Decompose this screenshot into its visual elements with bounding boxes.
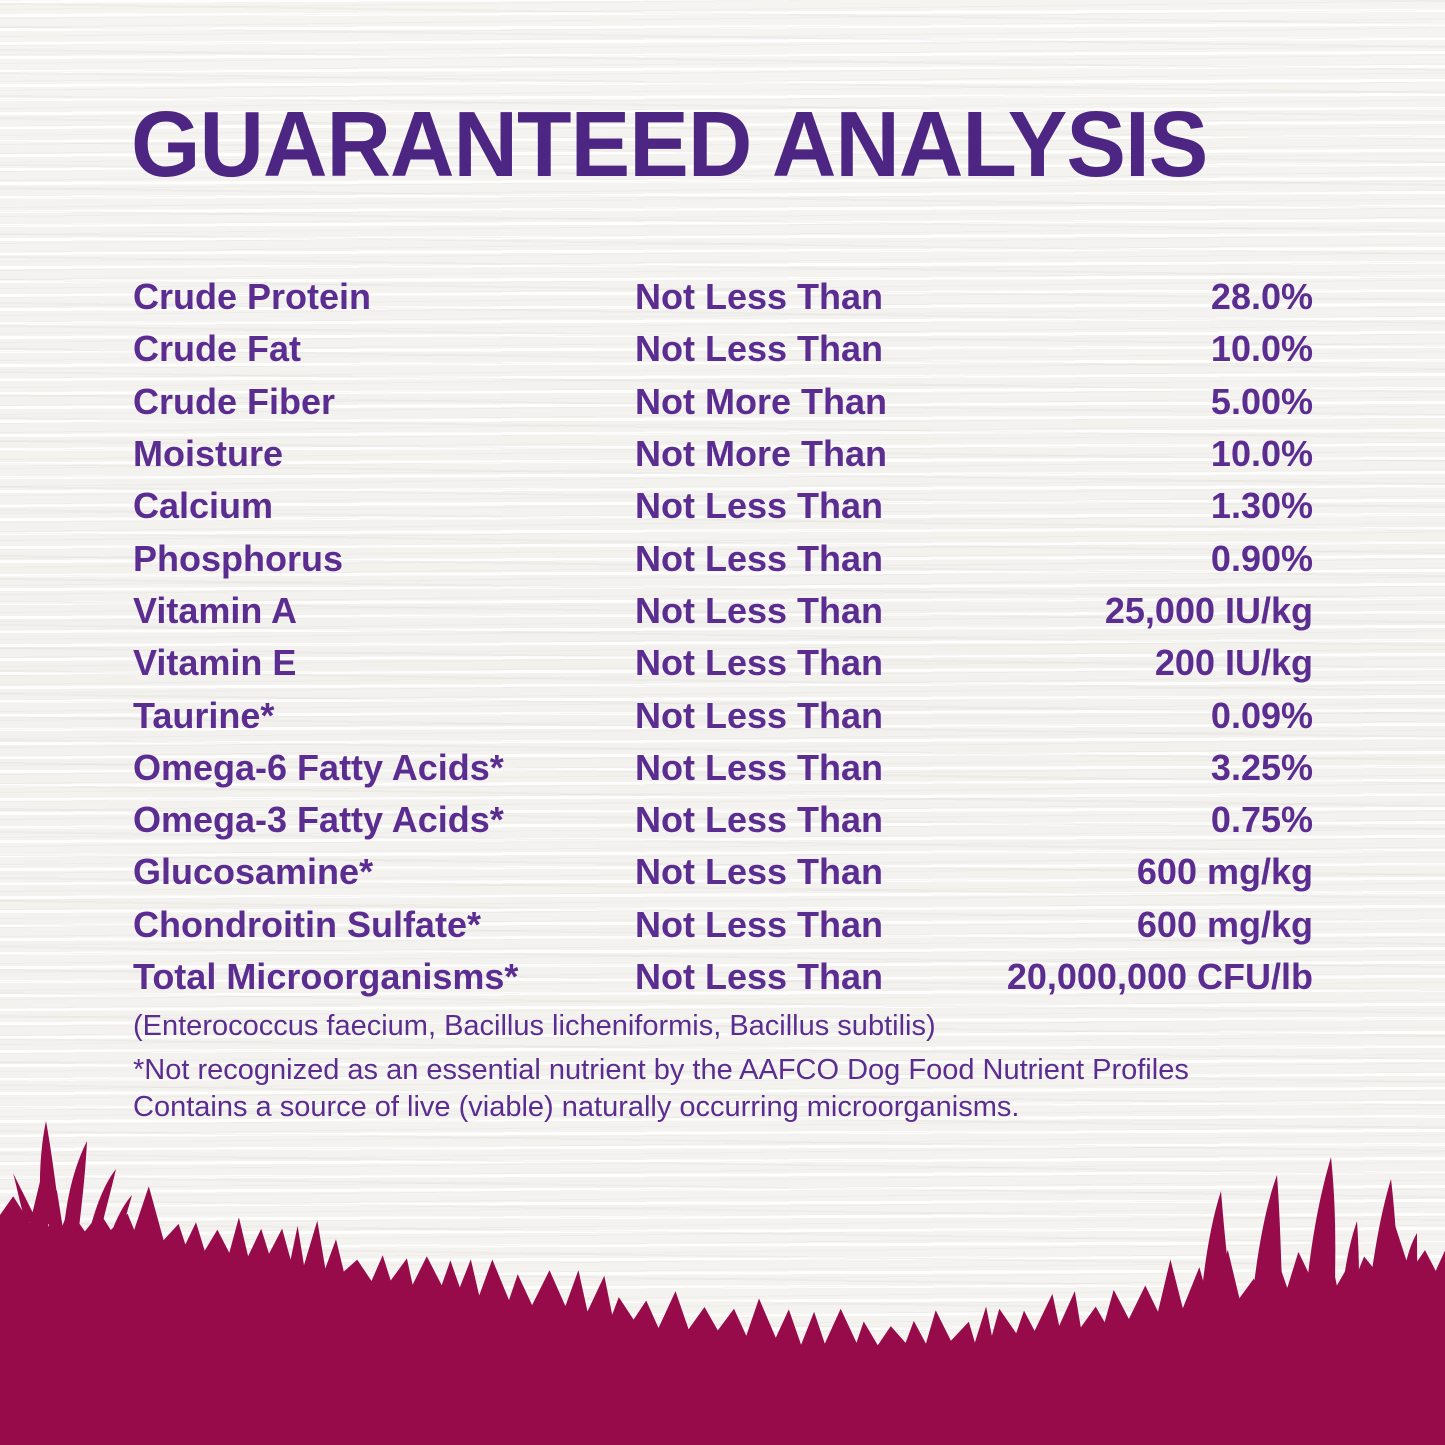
qualifier: Not More Than bbox=[635, 380, 887, 422]
analysis-row: Chondroitin Sulfate* Not Less Than 600 m… bbox=[133, 899, 1313, 951]
qualifier: Not Less Than bbox=[635, 328, 884, 370]
qualifier: Not Less Than bbox=[635, 589, 884, 631]
analysis-row: Vitamin A Not Less Than 25,000 IU/kg bbox=[133, 585, 1313, 637]
nutrient-value: 28.0% bbox=[1210, 276, 1313, 318]
nutrient-value: 20,000,000 CFU/lb bbox=[1006, 956, 1313, 997]
qualifier: Not Less Than bbox=[635, 537, 884, 579]
nutrient-value: 0.75% bbox=[1210, 799, 1313, 841]
nutrient-name: Crude Fiber bbox=[133, 380, 336, 422]
nutrient-value: 0.90% bbox=[1210, 537, 1313, 579]
analysis-row: Phosphorus Not Less Than 0.90% bbox=[133, 532, 1313, 584]
nutrient-name: Chondroitin Sulfate* bbox=[133, 903, 481, 945]
qualifier: Not Less Than bbox=[635, 851, 884, 893]
nutrient-name: Taurine* bbox=[133, 694, 275, 736]
nutrient-value: 600 mg/kg bbox=[1136, 903, 1313, 945]
analysis-row: Omega-3 Fatty Acids* Not Less Than 0.75% bbox=[133, 794, 1313, 846]
analysis-row: Crude Fat Not Less Than 10.0% bbox=[133, 323, 1313, 375]
nutrient-name: Crude Protein bbox=[133, 276, 372, 318]
qualifier: Not Less Than bbox=[635, 642, 884, 684]
grass-blade-icon bbox=[1342, 1221, 1359, 1291]
footnote-line-1: *Not recognized as an essential nutrient… bbox=[133, 1054, 1189, 1086]
grass-blade-icon bbox=[64, 1141, 87, 1229]
grass-blade-icon bbox=[90, 1169, 116, 1231]
nutrient-name: Omega-6 Fatty Acids* bbox=[133, 746, 504, 788]
nutrient-value: 10.0% bbox=[1210, 433, 1313, 475]
nutrient-value: 600 mg/kg bbox=[1136, 851, 1313, 893]
nutrient-value: 0.09% bbox=[1210, 694, 1313, 736]
analysis-row: Omega-6 Fatty Acids* Not Less Than 3.25% bbox=[133, 742, 1313, 794]
analysis-row: Calcium Not Less Than 1.30% bbox=[133, 480, 1313, 532]
analysis-row: Crude Fiber Not More Than 5.00% bbox=[133, 376, 1313, 428]
nutrient-value: 200 IU/kg bbox=[1154, 642, 1313, 684]
analysis-row: Vitamin E Not Less Than 200 IU/kg bbox=[133, 637, 1313, 689]
qualifier: Not Less Than bbox=[635, 694, 884, 736]
grass-mound bbox=[0, 1171, 1445, 1445]
analysis-row: Crude Protein Not Less Than 28.0% bbox=[133, 271, 1313, 323]
nutrient-value: 3.25% bbox=[1210, 746, 1313, 788]
qualifier: Not Less Than bbox=[635, 746, 884, 788]
analysis-row: Taurine* Not Less Than 0.09% bbox=[133, 689, 1313, 741]
grass-blade-icon bbox=[39, 1121, 61, 1225]
nutrient-name: Omega-3 Fatty Acids* bbox=[133, 799, 504, 841]
nutrient-name: Phosphorus bbox=[133, 537, 344, 579]
qualifier: Not Less Than bbox=[635, 276, 884, 318]
grass-blade-icon bbox=[1306, 1157, 1336, 1293]
footnote-line-2: Contains a source of live (viable) natur… bbox=[133, 1091, 1020, 1123]
qualifier: Not More Than bbox=[635, 433, 887, 475]
nutrient-name: Vitamin E bbox=[133, 642, 297, 684]
nutrient-name: Moisture bbox=[133, 433, 284, 475]
analysis-row: Total Microorganisms* Not Less Than 20,0… bbox=[133, 951, 1313, 1003]
qualifier: Not Less Than bbox=[635, 485, 884, 527]
nutrient-name: Glucosamine* bbox=[133, 851, 374, 893]
qualifier: Not Less Than bbox=[635, 903, 884, 945]
analysis-row: Moisture Not More Than 10.0% bbox=[133, 428, 1313, 480]
page-title: GUARANTEED ANALYSIS bbox=[131, 92, 1208, 196]
grass-blade-icon bbox=[1402, 1233, 1419, 1281]
microorganisms-note: (Enterococcus faecium, Bacillus lichenif… bbox=[133, 1010, 936, 1042]
qualifier: Not Less Than bbox=[635, 799, 884, 841]
nutrient-value: 1.30% bbox=[1210, 485, 1313, 527]
nutrient-value: 5.00% bbox=[1210, 380, 1313, 422]
analysis-row: Glucosamine* Not Less Than 600 mg/kg bbox=[133, 846, 1313, 898]
grass-blade-icon bbox=[1200, 1191, 1233, 1309]
analysis-table: Crude Protein Not Less Than 28.0% Crude … bbox=[133, 271, 1313, 1003]
grass-blade-icon bbox=[1370, 1179, 1399, 1285]
footnote: *Not recognized as an essential nutrient… bbox=[133, 1056, 1333, 1130]
nutrient-name: Total Microorganisms* bbox=[133, 956, 519, 997]
nutrient-name: Calcium bbox=[133, 485, 274, 527]
grass-blade-icon bbox=[13, 1173, 37, 1223]
nutrient-value: 10.0% bbox=[1210, 328, 1313, 370]
qualifier: Not Less Than bbox=[635, 956, 884, 997]
grass-silhouette bbox=[0, 1121, 1445, 1445]
grass-blade-icon bbox=[1252, 1175, 1283, 1301]
grass-blade-icon bbox=[112, 1195, 132, 1233]
nutrient-name: Vitamin A bbox=[133, 589, 298, 631]
nutrient-name: Crude Fat bbox=[133, 328, 302, 370]
nutrient-value: 25,000 IU/kg bbox=[1104, 589, 1313, 631]
